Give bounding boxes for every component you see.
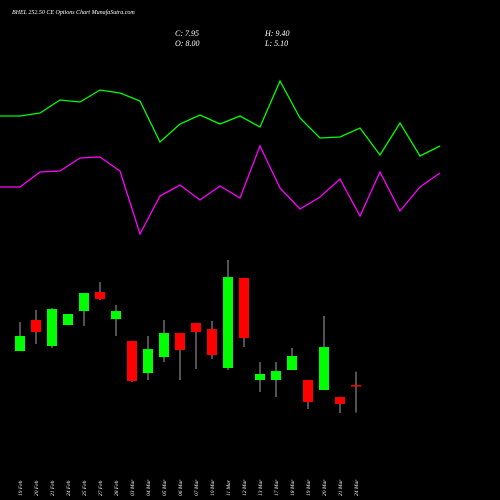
- candle-body: [95, 292, 105, 300]
- x-tick-label: 28 Feb: [114, 480, 120, 496]
- candle-body: [335, 397, 345, 404]
- candle-body: [207, 329, 217, 356]
- candle-body: [63, 314, 73, 326]
- candle-body: [143, 349, 153, 374]
- open-label: O: 8.00: [175, 39, 199, 48]
- candle-body: [303, 380, 313, 402]
- x-tick-label: 27 Feb: [98, 480, 104, 496]
- x-tick-label: 12 Mar: [242, 479, 248, 496]
- candle-body: [47, 309, 57, 346]
- x-tick-label: 04 Mar: [145, 479, 152, 496]
- candle-body: [319, 347, 329, 390]
- x-tick-label: 05 Mar: [162, 479, 168, 496]
- x-tick-label: 17 Mar: [274, 479, 280, 496]
- candle-body: [175, 333, 185, 350]
- candle-body: [255, 374, 265, 380]
- x-tick-label: 06 Mar: [178, 479, 184, 496]
- candle-body: [287, 356, 297, 370]
- x-tick-label: 10 Mar: [210, 479, 216, 496]
- x-tick-label: 21 Mar: [338, 479, 344, 496]
- x-tick-label: 13 Mar: [258, 479, 264, 496]
- x-tick-label: 25 Feb: [82, 480, 88, 496]
- close-label: C: 7.95: [175, 29, 199, 38]
- x-tick-label: 11 Mar: [226, 479, 232, 496]
- low-label: L: 5.10: [264, 39, 288, 48]
- x-tick-label: 20 Feb: [34, 480, 40, 496]
- x-tick-label: 21 Feb: [50, 480, 56, 496]
- x-tick-label: 03 Mar: [130, 479, 136, 496]
- high-label: H: 9.40: [264, 29, 289, 38]
- x-tick-label: 18 Mar: [290, 479, 296, 496]
- candle-body: [191, 323, 201, 332]
- candle-body: [351, 385, 361, 387]
- candle-body: [79, 293, 89, 312]
- x-tick-label: 19 Feb: [18, 480, 24, 496]
- x-tick-label: 24 Mar: [353, 479, 360, 496]
- candle-body: [111, 311, 121, 320]
- x-tick-label: 20 Mar: [322, 479, 328, 496]
- x-tick-label: 19 Mar: [306, 479, 312, 496]
- x-tick-label: 07 Mar: [194, 479, 200, 496]
- x-tick-label: 24 Feb: [65, 480, 72, 496]
- candle-body: [127, 341, 137, 382]
- candle-body: [31, 320, 41, 332]
- candle-body: [271, 371, 281, 380]
- candle-body: [15, 336, 25, 352]
- chart-title: BHEL 252.50 CE Options Chart MunafaSutra…: [12, 9, 135, 16]
- indicator-line: [0, 79, 441, 157]
- indicator-line: [0, 144, 441, 236]
- candle-body: [223, 277, 233, 368]
- candle-body: [159, 333, 169, 358]
- candle-body: [239, 278, 249, 338]
